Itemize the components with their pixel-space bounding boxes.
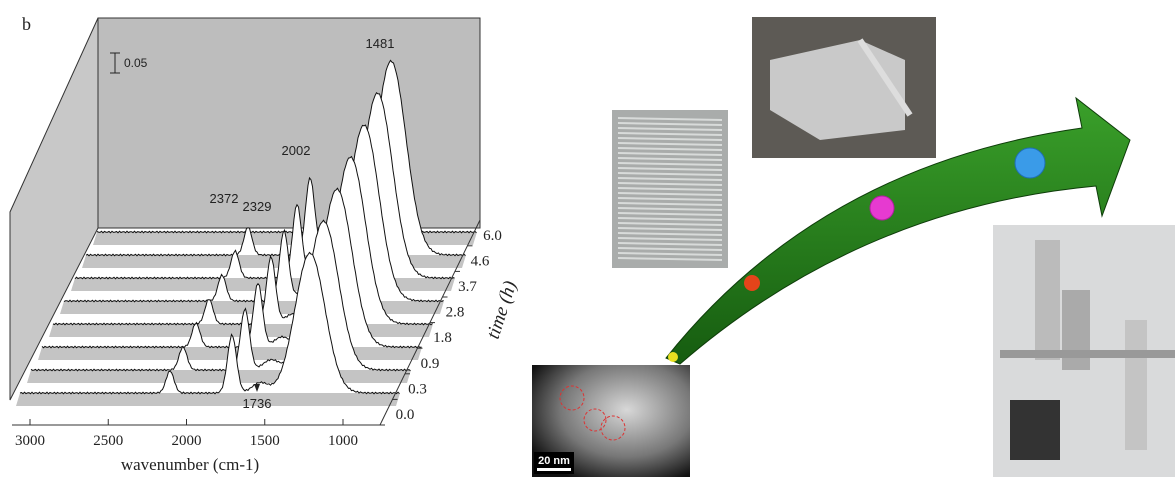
peak-label: 1736 — [243, 396, 272, 411]
system-part — [1010, 400, 1060, 460]
time-tick-label: 0.3 — [408, 381, 427, 397]
floor-strip — [27, 370, 411, 383]
x-axis-title: wavenumber (cm-1) — [121, 455, 259, 474]
x-tick-label: 2000 — [172, 433, 202, 449]
dot — [1015, 148, 1045, 178]
dot — [744, 275, 760, 291]
side-wall — [10, 18, 98, 400]
figure: b 0.05 wavenumber (cm-1) time (h) 20 nm … — [0, 0, 1175, 477]
peak-label: 1481 — [366, 36, 395, 51]
floor-strip — [16, 393, 400, 406]
time-tick-label: 0.0 — [396, 407, 415, 423]
time-tick-label: 2.8 — [446, 305, 465, 321]
panel-label: b — [22, 14, 31, 34]
time-axis-title: time (h) — [483, 278, 521, 341]
time-tick-label: 0.9 — [421, 356, 440, 372]
x-tick-label: 2500 — [93, 433, 123, 449]
system-shelf — [1000, 350, 1175, 358]
tem-scale-bar — [537, 468, 571, 471]
x-tick-label: 3000 — [15, 433, 45, 449]
peak-label: 2329 — [243, 199, 272, 214]
x-tick-label: 1000 — [328, 433, 358, 449]
time-tick-label: 3.7 — [458, 279, 477, 295]
tem-scale-label: 20 nm — [538, 455, 570, 467]
dot — [668, 352, 678, 362]
scale-bar-label: 0.05 — [124, 56, 148, 70]
floor-strip — [60, 301, 444, 314]
back-wall — [98, 18, 480, 228]
system-part — [1035, 240, 1060, 360]
dot — [870, 196, 894, 220]
peak-label: 2372 — [210, 191, 239, 206]
x-tick-label: 1500 — [250, 433, 280, 449]
time-tick-label: 1.8 — [433, 330, 452, 346]
time-tick-label: 4.6 — [471, 253, 490, 269]
peak-label: 2002 — [282, 143, 311, 158]
plate-ridges — [618, 118, 722, 260]
time-tick-label: 6.0 — [483, 228, 502, 244]
system-part — [1125, 320, 1147, 450]
